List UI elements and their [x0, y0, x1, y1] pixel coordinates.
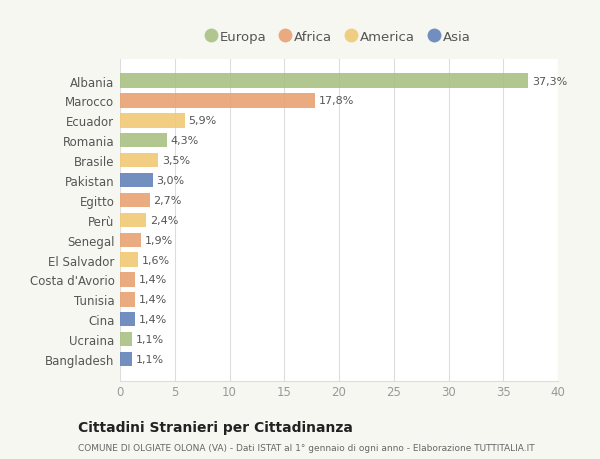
- Text: 3,5%: 3,5%: [162, 156, 190, 166]
- Bar: [120, 273, 136, 287]
- Text: 1,1%: 1,1%: [136, 335, 164, 344]
- Bar: [120, 174, 153, 188]
- Text: 1,4%: 1,4%: [139, 275, 167, 285]
- Bar: [120, 253, 137, 267]
- Legend: Europa, Africa, America, Asia: Europa, Africa, America, Asia: [208, 31, 470, 44]
- Bar: [120, 94, 315, 108]
- Bar: [120, 313, 136, 327]
- Text: Cittadini Stranieri per Cittadinanza: Cittadini Stranieri per Cittadinanza: [78, 420, 353, 434]
- Text: 1,4%: 1,4%: [139, 295, 167, 305]
- Text: 17,8%: 17,8%: [319, 96, 354, 106]
- Bar: [120, 114, 185, 128]
- Text: 37,3%: 37,3%: [532, 77, 568, 86]
- Text: COMUNE DI OLGIATE OLONA (VA) - Dati ISTAT al 1° gennaio di ogni anno - Elaborazi: COMUNE DI OLGIATE OLONA (VA) - Dati ISTA…: [78, 443, 535, 452]
- Text: 1,4%: 1,4%: [139, 314, 167, 325]
- Bar: [120, 332, 132, 347]
- Text: 4,3%: 4,3%: [171, 136, 199, 146]
- Bar: [120, 193, 149, 207]
- Bar: [120, 292, 136, 307]
- Bar: [120, 352, 132, 366]
- Bar: [120, 213, 146, 228]
- Text: 2,4%: 2,4%: [150, 215, 178, 225]
- Text: 2,7%: 2,7%: [154, 196, 182, 206]
- Text: 3,0%: 3,0%: [157, 176, 185, 185]
- Bar: [120, 134, 167, 148]
- Bar: [120, 233, 141, 247]
- Text: 5,9%: 5,9%: [188, 116, 217, 126]
- Text: 1,1%: 1,1%: [136, 354, 164, 364]
- Bar: [120, 154, 158, 168]
- Bar: [120, 74, 529, 89]
- Text: 1,6%: 1,6%: [142, 255, 169, 265]
- Text: 1,9%: 1,9%: [145, 235, 173, 245]
